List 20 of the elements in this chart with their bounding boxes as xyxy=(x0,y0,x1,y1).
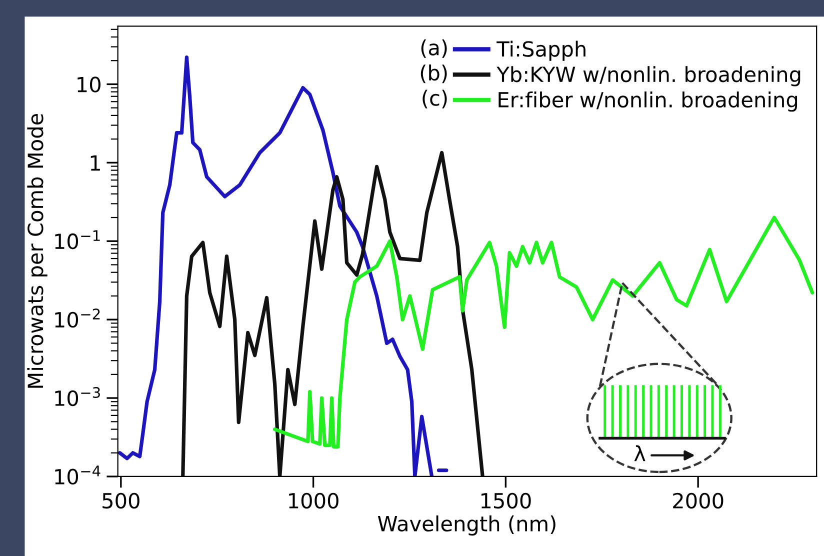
y-tick-label: 1 xyxy=(90,155,100,171)
y-tick-label: 10$^{−1}$ xyxy=(55,230,100,250)
y-tick-label: 10$^{−2}$ xyxy=(55,308,100,328)
y-axis-title: Microwats per Comb Mode xyxy=(27,114,48,388)
x-tick-label: 1500 xyxy=(481,492,531,509)
legend-label: Yb:KYW w/nonlin. broadening xyxy=(496,66,800,86)
annotation: (b) xyxy=(420,64,447,84)
x-tick-label: 1000 xyxy=(289,492,338,509)
line-series xyxy=(181,150,484,476)
y-tick-label: 10$^{−4}$ xyxy=(55,466,100,485)
y-tick-label: 10$^{−3}$ xyxy=(55,386,100,406)
y-tick-label: 10 xyxy=(78,76,100,92)
x-tick-label: 500 xyxy=(102,492,140,509)
annotation: (c) xyxy=(422,90,447,108)
legend-label: Ti:Sapph xyxy=(496,40,586,61)
x-axis-title: Wavelength (nm) xyxy=(378,515,556,536)
annotation: (a) xyxy=(421,39,447,58)
legend-label: Er:fiber w/nonlin. broadening xyxy=(498,91,798,112)
x-tick-label: 2000 xyxy=(673,492,724,509)
annotation: λ xyxy=(634,445,646,462)
